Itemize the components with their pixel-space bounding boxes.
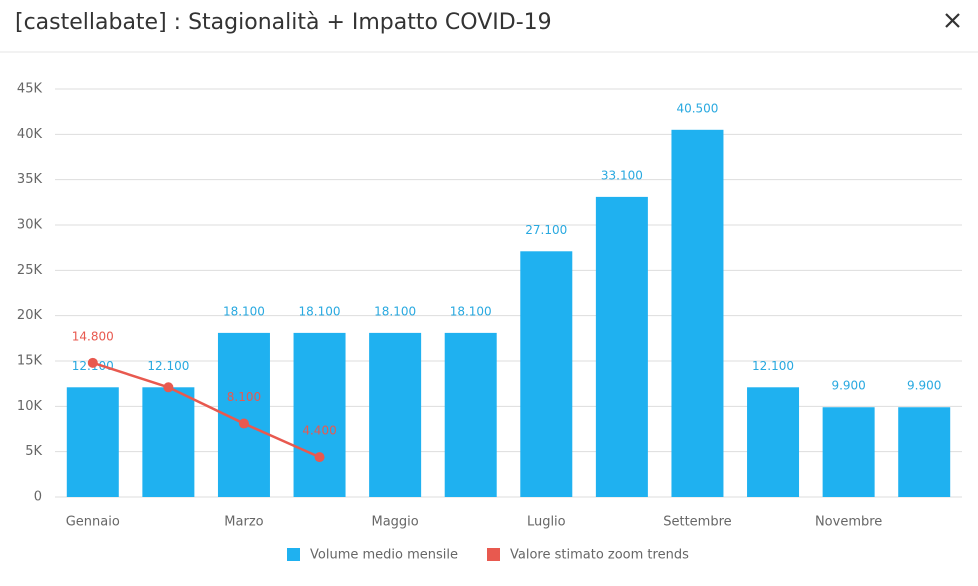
x-tick-label: Luglio <box>527 515 566 530</box>
bar <box>142 387 195 497</box>
x-tick-label: Gennaio <box>66 515 120 530</box>
y-tick-label: 0 <box>34 490 42 505</box>
bar <box>520 251 573 497</box>
y-tick-label: 15K <box>17 354 43 369</box>
y-tick-label: 35K <box>17 172 43 187</box>
legend-label: Volume medio mensile <box>310 548 458 563</box>
bar-value-label: 18.100 <box>223 304 265 318</box>
legend-swatch <box>487 548 500 561</box>
x-tick-label: Marzo <box>224 515 263 530</box>
y-tick-label: 30K <box>17 218 43 233</box>
x-tick-label: Settembre <box>663 515 731 530</box>
y-tick-label: 45K <box>17 82 43 97</box>
x-tick-label: Novembre <box>815 515 882 530</box>
bar-value-label: 9.900 <box>907 379 941 393</box>
y-tick-label: 10K <box>17 399 43 414</box>
bar-value-label: 18.100 <box>299 304 341 318</box>
bar-value-label: 12.100 <box>147 359 189 373</box>
bar-value-label: 33.100 <box>601 168 643 182</box>
bar-value-label: 18.100 <box>450 304 492 318</box>
bar-value-label: 40.500 <box>676 101 718 115</box>
y-tick-label: 20K <box>17 308 43 323</box>
bar <box>898 407 951 497</box>
legend-swatch <box>287 548 300 561</box>
legend-label: Valore stimato zoom trends <box>510 548 689 563</box>
bar-value-label: 18.100 <box>374 304 416 318</box>
x-tick-label: Maggio <box>371 515 418 530</box>
trend-point <box>238 418 249 429</box>
bar <box>66 387 119 497</box>
y-tick-label: 5K <box>25 444 42 459</box>
trend-value-label: 14.800 <box>72 329 114 343</box>
chart-title: [castellabate] : Stagionalità + Impatto … <box>15 10 552 35</box>
bar-value-label: 9.900 <box>831 379 865 393</box>
bar-value-label: 12.100 <box>752 359 794 373</box>
bar <box>444 332 497 497</box>
trend-point <box>87 357 98 368</box>
bar <box>595 196 648 498</box>
bar <box>671 129 724 498</box>
trend-line <box>92 361 321 459</box>
bar <box>747 387 800 497</box>
trend-point <box>314 452 325 463</box>
bar <box>369 332 422 497</box>
close-button[interactable] <box>945 13 960 28</box>
trend-value-label: 4.400 <box>302 424 336 438</box>
bar <box>822 407 875 497</box>
y-tick-label: 25K <box>17 263 43 278</box>
y-tick-label: 40K <box>17 127 43 142</box>
trend-point <box>163 382 174 393</box>
trend-value-label: 8.100 <box>227 390 261 404</box>
bar <box>293 332 346 497</box>
bar-value-label: 27.100 <box>525 223 567 237</box>
